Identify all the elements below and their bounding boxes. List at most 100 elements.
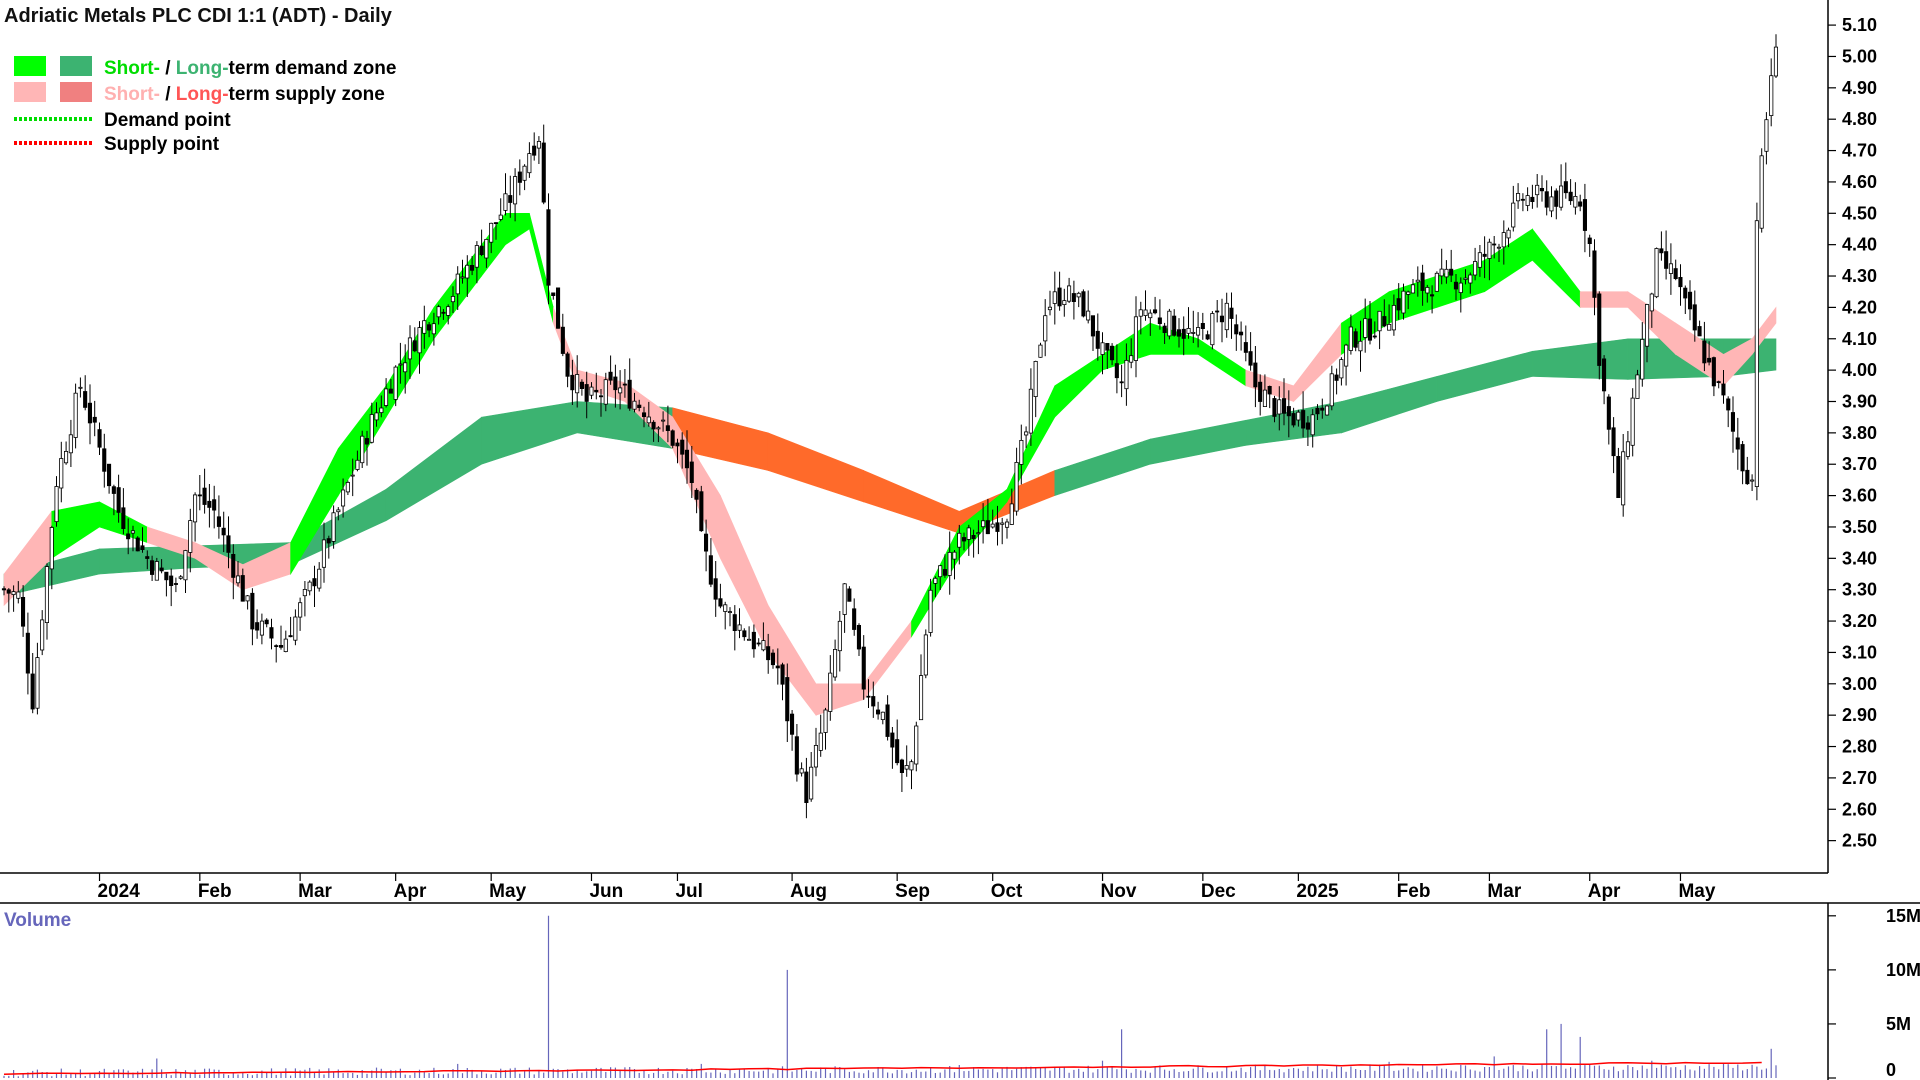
price-tick-label: 2.90 bbox=[1842, 705, 1877, 725]
price-tick-label: 4.30 bbox=[1842, 266, 1877, 286]
legend-supply-zone: Short- / Long-term supply zone bbox=[104, 84, 385, 105]
price-tick-label: 3.90 bbox=[1842, 391, 1877, 411]
candle-body bbox=[264, 619, 269, 625]
candle-body bbox=[355, 459, 360, 470]
candle-body bbox=[1272, 398, 1277, 417]
candle-body bbox=[1530, 196, 1535, 203]
candle-body bbox=[665, 425, 670, 432]
legend-supply-long: Long- bbox=[176, 84, 229, 105]
candle-body bbox=[1730, 412, 1736, 432]
candle-body bbox=[632, 400, 637, 410]
candle-body bbox=[1654, 248, 1659, 298]
candle-body bbox=[1645, 304, 1650, 347]
candle-body bbox=[1382, 316, 1387, 327]
candle-body bbox=[1568, 191, 1573, 202]
candle-body bbox=[35, 657, 40, 709]
candle-body bbox=[651, 421, 656, 430]
candle-body bbox=[1062, 300, 1067, 306]
candle-body bbox=[1697, 326, 1702, 337]
candle-body bbox=[551, 292, 556, 296]
candle-body bbox=[756, 642, 761, 645]
candle-body bbox=[1702, 340, 1707, 364]
candle-body bbox=[780, 664, 785, 685]
candle-body bbox=[59, 458, 64, 489]
candle-body bbox=[159, 567, 164, 572]
candle-body bbox=[1477, 252, 1482, 268]
price-tick-label: 4.20 bbox=[1842, 297, 1877, 317]
candle-body bbox=[794, 736, 799, 775]
candle-body bbox=[446, 306, 451, 316]
candle-body bbox=[188, 520, 193, 553]
candle-body bbox=[1707, 357, 1712, 363]
candle-body bbox=[1582, 199, 1588, 231]
candle-body bbox=[909, 761, 914, 771]
candle-body bbox=[1119, 381, 1124, 384]
candle-body bbox=[1224, 302, 1229, 331]
candle-body bbox=[250, 592, 255, 630]
candle-body bbox=[1769, 75, 1774, 116]
candle-body bbox=[1153, 309, 1158, 314]
price-tick-label: 2.60 bbox=[1842, 799, 1877, 819]
candle-body bbox=[259, 620, 264, 636]
candle-body bbox=[1038, 344, 1043, 358]
price-tick-label: 4.40 bbox=[1842, 235, 1877, 255]
candle-body bbox=[1129, 355, 1134, 363]
candle-body bbox=[1602, 358, 1607, 392]
candle-body bbox=[364, 438, 369, 445]
candle-body bbox=[1640, 338, 1645, 380]
candle-body bbox=[393, 366, 398, 400]
price-tick-label: 2.50 bbox=[1842, 831, 1877, 851]
candle-body bbox=[436, 306, 441, 318]
candle-body bbox=[345, 481, 350, 493]
candle-body bbox=[1277, 399, 1282, 415]
candle-body bbox=[1597, 293, 1602, 366]
legend-supply-rest: term supply zone bbox=[229, 84, 385, 105]
candle-body bbox=[240, 575, 245, 602]
candle-body bbox=[661, 419, 666, 422]
month-ticks: 2024 Feb Mar Apr May Jun Jul Aug Sep Oct Nov Dec 202… bbox=[98, 873, 1716, 902]
legend-swatch-long-supply bbox=[60, 82, 92, 102]
price-tick-label: 3.20 bbox=[1842, 611, 1877, 631]
candle-body bbox=[1009, 503, 1014, 525]
candle-body bbox=[412, 340, 417, 352]
candle-body bbox=[1205, 334, 1210, 340]
candle-body bbox=[1148, 312, 1153, 319]
candle-body bbox=[919, 675, 924, 721]
candle-body bbox=[1067, 285, 1072, 302]
candle-body bbox=[1453, 281, 1459, 290]
candle-body bbox=[1005, 521, 1010, 528]
candle-body bbox=[1501, 232, 1506, 248]
candle-body bbox=[1425, 286, 1430, 294]
candle-body bbox=[1745, 469, 1750, 485]
candle-body bbox=[966, 527, 971, 540]
candle-body bbox=[981, 520, 986, 528]
candle-body bbox=[102, 448, 107, 472]
candle-body bbox=[317, 568, 322, 589]
candle-body bbox=[1773, 46, 1779, 77]
candle-body bbox=[145, 556, 150, 559]
price-tick-label: 3.40 bbox=[1842, 548, 1877, 568]
candle-body bbox=[374, 412, 379, 421]
legend-swatch-long-demand bbox=[60, 56, 92, 76]
candle-body bbox=[1587, 237, 1592, 244]
candle-body bbox=[78, 386, 83, 389]
candle-body bbox=[871, 696, 876, 707]
candle-body bbox=[885, 704, 890, 737]
candle-body bbox=[837, 620, 842, 652]
candle-body bbox=[718, 598, 723, 607]
candle-body bbox=[326, 538, 331, 544]
candle-body bbox=[947, 552, 952, 576]
volume-tick-label: 15M bbox=[1886, 906, 1920, 926]
candle-body bbox=[1157, 317, 1162, 324]
candle-body bbox=[737, 624, 742, 631]
candle-body bbox=[336, 509, 341, 513]
price-tick-label: 4.00 bbox=[1842, 360, 1877, 380]
candle-body bbox=[1692, 304, 1697, 331]
candle-body bbox=[1406, 291, 1411, 295]
candle-body bbox=[799, 768, 804, 774]
candle-body bbox=[1305, 422, 1311, 430]
candle-body bbox=[1764, 119, 1769, 152]
candle-body bbox=[1114, 363, 1119, 379]
candle-body bbox=[1668, 263, 1674, 274]
candle-body bbox=[278, 645, 284, 648]
